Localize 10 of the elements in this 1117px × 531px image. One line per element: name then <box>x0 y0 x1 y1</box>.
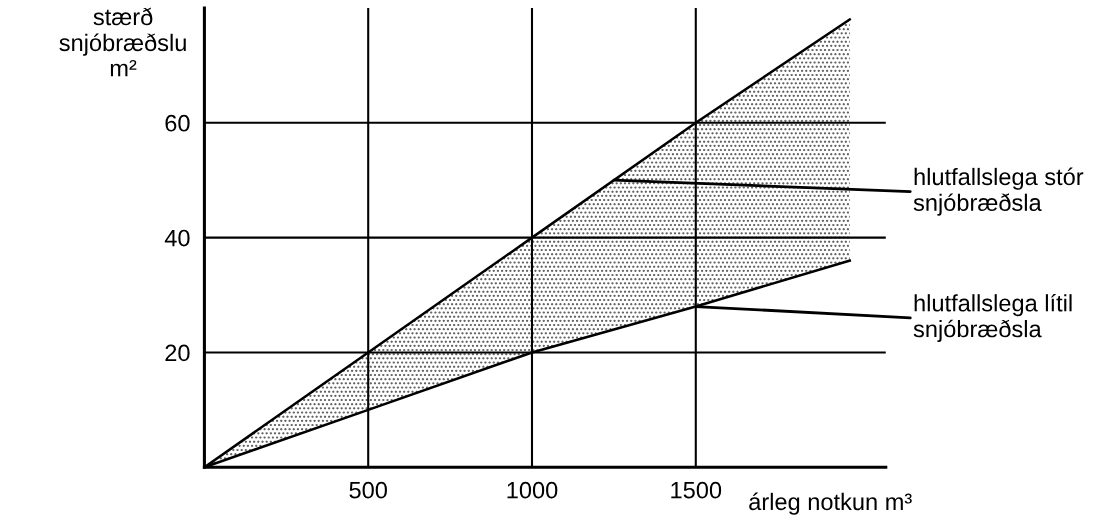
y-tick-label: 60 <box>165 114 190 132</box>
x-tick-label: 1500 <box>671 481 722 499</box>
annotation: hlutfallslega lítil snjóbræðsla <box>913 293 1072 343</box>
y-tick-label: 40 <box>164 229 190 247</box>
x-axis-title: árleg notkun m³ <box>749 492 912 515</box>
y-tick-label: 20 <box>165 344 190 362</box>
y-axis-title: stærð snjóbræðslu m² <box>59 7 186 77</box>
annotation: hlutfallslega stór snjóbræðsla <box>913 167 1084 216</box>
x-tick-label: 500 <box>349 481 387 499</box>
x-tick-label: 1000 <box>507 481 558 499</box>
